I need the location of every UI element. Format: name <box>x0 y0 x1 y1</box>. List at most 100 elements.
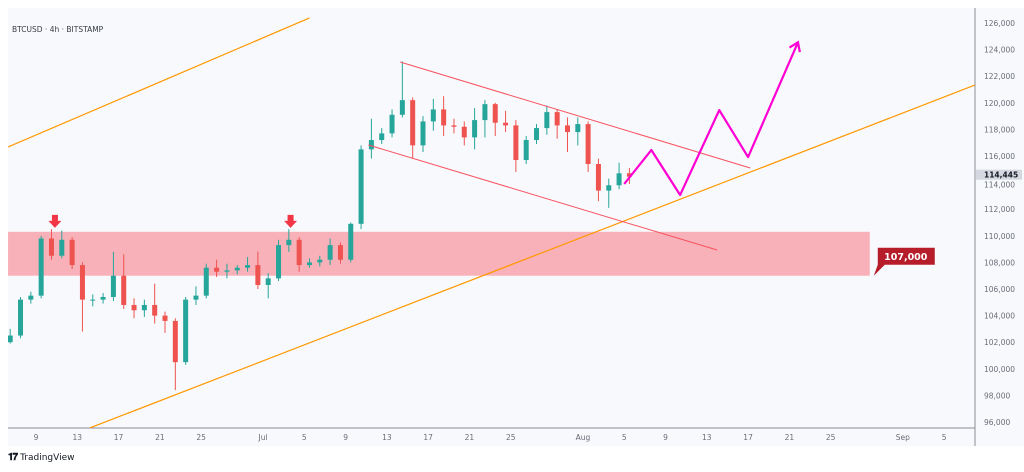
candle-body[interactable] <box>296 239 302 266</box>
candle-body[interactable] <box>420 121 426 146</box>
candle-body[interactable] <box>121 275 127 305</box>
price-tick-label: 96,000 <box>984 418 1010 427</box>
price-tick-label: 106,000 <box>984 285 1015 294</box>
candle-body[interactable] <box>193 295 199 300</box>
candle-body[interactable] <box>131 304 137 311</box>
candle-body[interactable] <box>430 109 436 122</box>
candle-body[interactable] <box>28 295 34 300</box>
time-tick-label: Aug <box>576 433 591 442</box>
candle-body[interactable] <box>348 223 354 260</box>
time-tick-label: 9 <box>34 433 39 442</box>
candle-body[interactable] <box>503 122 509 126</box>
candle-body[interactable] <box>48 238 54 256</box>
price-tick-label: 102,000 <box>984 338 1015 347</box>
callout-bubble <box>873 247 935 276</box>
time-tick-label: 25 <box>196 433 206 442</box>
price-tick-label: 110,000 <box>984 232 1015 241</box>
candle-body[interactable] <box>616 173 622 186</box>
candle-body[interactable] <box>245 265 251 268</box>
candle-body[interactable] <box>203 267 209 296</box>
candle-body[interactable] <box>585 124 591 164</box>
candle-body[interactable] <box>513 125 519 160</box>
candle-body[interactable] <box>172 320 178 363</box>
candle-body[interactable] <box>183 299 189 363</box>
channel-bottom-line[interactable] <box>368 144 718 251</box>
price-tick-label: 100,000 <box>984 365 1015 374</box>
price-axis[interactable]: 126,000 124,000 122,000 120,000 118,000 116,0… <box>984 19 1015 427</box>
candle-body[interactable] <box>564 125 570 133</box>
channel-top-line[interactable] <box>400 61 751 169</box>
candle-body[interactable] <box>141 304 147 311</box>
candle-body[interactable] <box>461 126 467 138</box>
candle-body[interactable] <box>595 163 601 191</box>
candle-body[interactable] <box>379 133 385 141</box>
candle-body[interactable] <box>472 120 478 138</box>
time-tick-label: 25 <box>826 433 836 442</box>
projection-arrowhead-icon <box>788 40 801 53</box>
price-tick-label: 118,000 <box>984 125 1015 134</box>
candle-body[interactable] <box>368 140 374 150</box>
candle-body[interactable] <box>234 267 240 271</box>
callout-text: 107,000 <box>884 252 928 263</box>
lower-trendline[interactable] <box>89 84 975 428</box>
candle-body[interactable] <box>265 278 271 286</box>
candle-body[interactable] <box>100 296 106 300</box>
candle-body[interactable] <box>410 100 416 146</box>
price-tick-label: 98,000 <box>984 391 1010 400</box>
symbol-title: BTCUSD · 4h · BITSTAMP <box>12 25 104 34</box>
time-axis[interactable]: 9 13 17 21 25 Jul 5 9 13 17 21 25 Aug 5 9 13 17 21 25 Sep 5 <box>34 433 947 442</box>
candle-body[interactable] <box>482 104 488 121</box>
resistance-zone[interactable] <box>8 231 870 276</box>
candle-body[interactable] <box>337 245 343 260</box>
time-tick-label: 17 <box>423 433 433 442</box>
candle-body[interactable] <box>389 114 395 134</box>
candle-body[interactable] <box>286 239 292 246</box>
candle-body[interactable] <box>554 112 560 126</box>
candle-body[interactable] <box>59 239 65 256</box>
candle-body[interactable] <box>306 262 312 266</box>
candle-body[interactable] <box>534 128 540 141</box>
candle-body[interactable] <box>492 104 498 123</box>
candle-body[interactable] <box>214 267 220 272</box>
candle-body[interactable] <box>8 335 13 343</box>
candle-body[interactable] <box>79 265 85 300</box>
zone-price-callout[interactable]: 107,000 <box>873 247 935 276</box>
candle-body[interactable] <box>276 245 282 279</box>
candle-body[interactable] <box>18 299 24 336</box>
candle-body[interactable] <box>606 185 612 191</box>
time-tick-label: 17 <box>743 433 753 442</box>
plot-area[interactable] <box>8 17 975 428</box>
price-tick-label: 114,000 <box>984 181 1015 190</box>
footer-brand[interactable]: 𝟏𝟕 TradingView <box>8 452 75 463</box>
candle-body[interactable] <box>575 124 581 133</box>
price-tick-label: 104,000 <box>984 312 1015 321</box>
time-tick-label: 21 <box>155 433 165 442</box>
candle-body[interactable] <box>523 140 529 160</box>
time-tick-label: 25 <box>506 433 516 442</box>
time-tick-label: 17 <box>114 433 124 442</box>
price-tick-label: 124,000 <box>984 46 1015 55</box>
candle-body[interactable] <box>399 100 405 115</box>
price-tick-label: 116,000 <box>984 152 1015 161</box>
brand-name: TradingView <box>20 452 75 463</box>
upper-trendline[interactable] <box>8 17 310 148</box>
candle-body[interactable] <box>224 270 230 272</box>
time-tick-label: 9 <box>663 433 668 442</box>
candle-body[interactable] <box>451 125 457 127</box>
candle-body[interactable] <box>38 238 44 296</box>
candle-body[interactable] <box>110 275 116 297</box>
candle-body[interactable] <box>162 315 168 321</box>
candle-body[interactable] <box>441 109 447 126</box>
candle-body[interactable] <box>152 304 158 316</box>
candle-body[interactable] <box>327 245 333 260</box>
price-tick-label: 122,000 <box>984 72 1015 81</box>
candle-body[interactable] <box>358 149 364 224</box>
projection-path[interactable] <box>623 41 799 197</box>
candle-body[interactable] <box>626 173 632 177</box>
candle-body[interactable] <box>317 259 323 263</box>
candle-body[interactable] <box>69 239 75 266</box>
candle-body[interactable] <box>255 265 261 286</box>
candle-body[interactable] <box>90 299 96 301</box>
candle-body[interactable] <box>544 112 550 129</box>
